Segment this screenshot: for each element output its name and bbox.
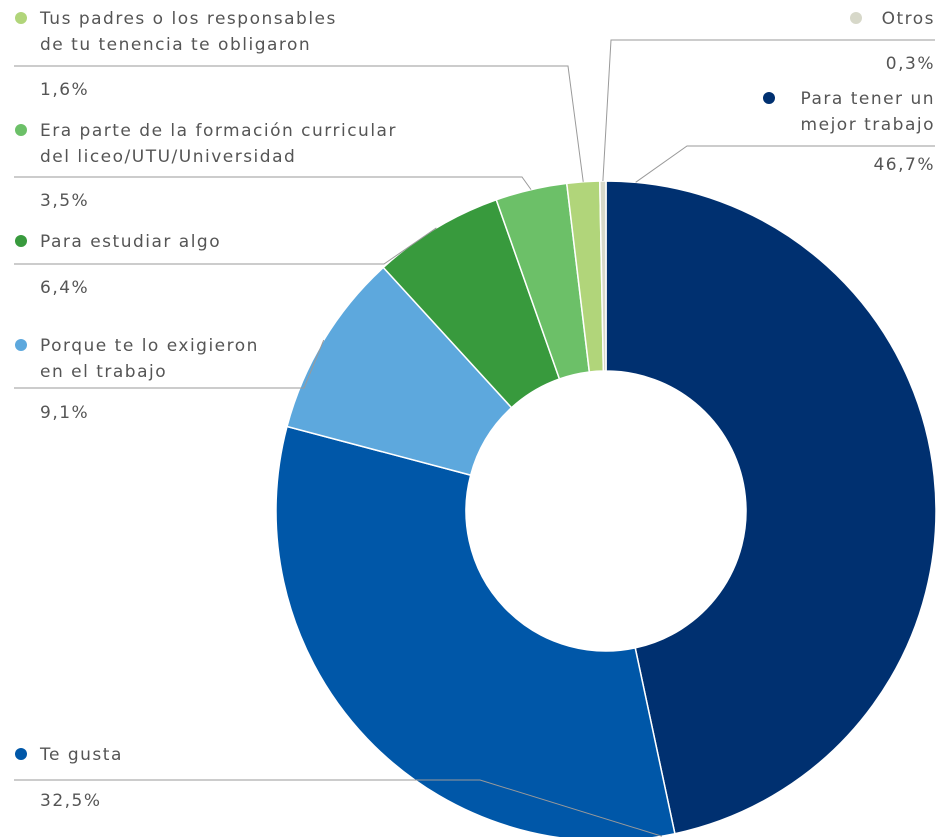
slice-category-label: en el trabajo bbox=[40, 362, 167, 382]
donut-slice bbox=[275, 425, 676, 837]
legend-dot bbox=[15, 339, 27, 351]
leader-line bbox=[14, 227, 437, 265]
slice-category-label: Era parte de la formación curricular bbox=[40, 121, 397, 141]
slice-label-group: Para tener un mejor trabajo 46,7% bbox=[635, 89, 935, 183]
leader-line bbox=[14, 779, 663, 837]
leader-line bbox=[602, 39, 935, 182]
slice-label-group: Otros 0,3% bbox=[602, 9, 935, 182]
slice-category-label: del liceo/UTU/Universidad bbox=[40, 147, 296, 167]
slice-value-label: 3,5% bbox=[40, 191, 89, 211]
leader-line bbox=[14, 65, 584, 182]
legend-dot bbox=[15, 12, 27, 24]
slice-label-group: Era parte de la formación curricular del … bbox=[14, 121, 532, 211]
slice-label-group: Para estudiar algo 6,4% bbox=[14, 227, 437, 298]
slice-value-label: 46,7% bbox=[873, 155, 935, 175]
leader-line bbox=[635, 145, 935, 183]
leader-line bbox=[14, 339, 325, 389]
slice-category-label: mejor trabajo bbox=[801, 115, 935, 135]
slice-label-group: Tus padres o los responsables de tu tenen… bbox=[14, 9, 584, 182]
slice-category-label: Para tener un bbox=[800, 89, 935, 109]
slice-category-label: Porque te lo exigieron bbox=[40, 336, 259, 356]
slice-category-label: de tu tenencia te obligaron bbox=[40, 35, 311, 55]
slice-value-label: 32,5% bbox=[40, 791, 102, 811]
donut-slice bbox=[605, 180, 937, 835]
slice-value-label: 9,1% bbox=[40, 403, 89, 423]
slice-labels: Para tener un mejor trabajo 46,7% Te gusta 3… bbox=[14, 9, 935, 837]
leader-line bbox=[14, 176, 532, 190]
slice-category-label: Tus padres o los responsables bbox=[39, 9, 337, 29]
slice-category-label: Te gusta bbox=[39, 745, 123, 765]
legend-dot bbox=[15, 748, 27, 760]
slice-category-label: Para estudiar algo bbox=[40, 232, 221, 252]
slice-label-group: Porque te lo exigieron en el trabajo 9,1% bbox=[14, 336, 325, 423]
legend-dot bbox=[850, 12, 862, 24]
slice-value-label: 1,6% bbox=[40, 80, 89, 100]
legend-dot bbox=[15, 235, 27, 247]
slice-category-label: Otros bbox=[882, 9, 935, 29]
legend-dot bbox=[763, 92, 775, 104]
slice-value-label: 6,4% bbox=[40, 278, 89, 298]
donut-segments bbox=[275, 180, 937, 837]
slice-label-group: Te gusta 32,5% bbox=[14, 745, 663, 837]
legend-dot bbox=[15, 124, 27, 136]
donut-slice bbox=[599, 180, 607, 372]
slice-value-label: 0,3% bbox=[886, 54, 935, 74]
